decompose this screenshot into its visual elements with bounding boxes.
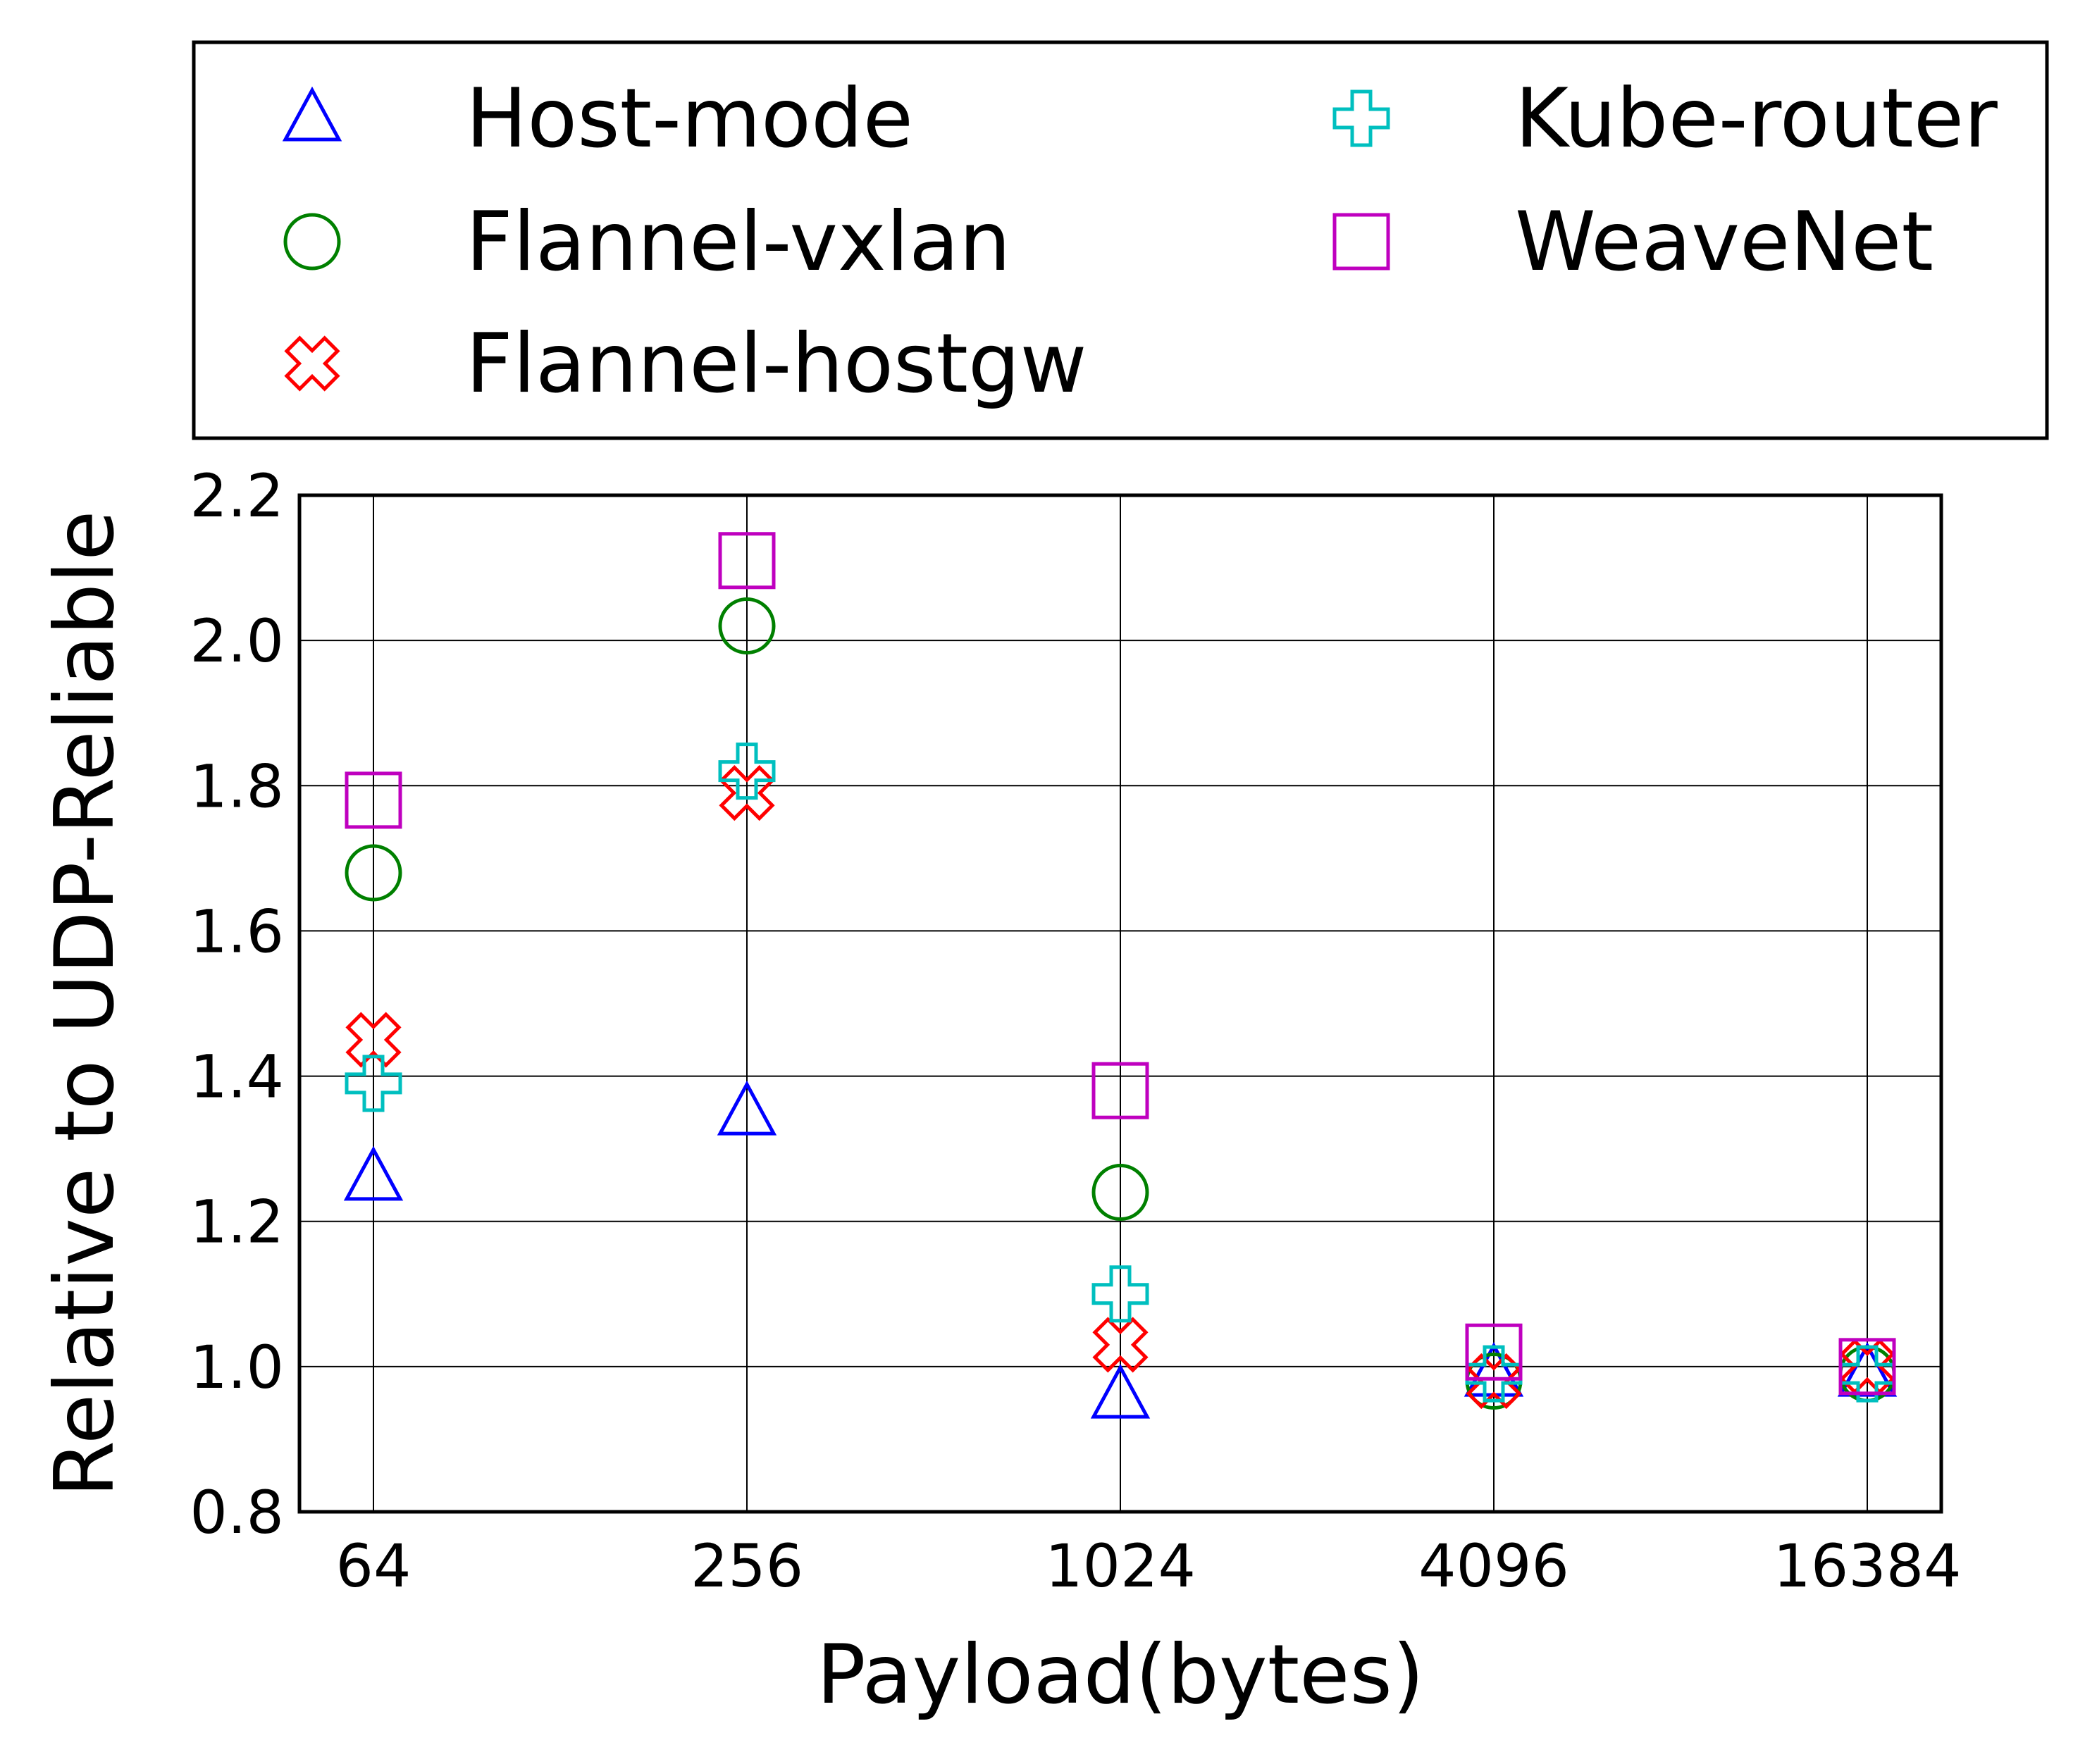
legend-item: Host-mode — [282, 71, 913, 166]
x-tick-label: 4096 — [1418, 1532, 1569, 1601]
legend-label: WeaveNet — [1515, 194, 1934, 290]
legend-marker-host-mode — [282, 86, 342, 142]
legend-label: Flannel-hostgw — [466, 316, 1087, 411]
legend-item: Flannel-vxlan — [283, 194, 1011, 290]
data-point-weavenet — [1465, 1323, 1523, 1381]
legend-item: WeaveNet — [1332, 194, 1934, 290]
legend: Host-mode Flannel-vxlan Flannel-hostgw Kube… — [192, 40, 2049, 440]
data-point-weavenet — [345, 771, 402, 829]
data-point-host-mode — [1090, 1363, 1151, 1419]
y-tick-label: 2.2 — [190, 461, 284, 530]
data-point-flannel-hostgw — [719, 764, 775, 821]
legend-label: Host-mode — [466, 71, 913, 166]
x-tick-label: 1024 — [1045, 1532, 1196, 1601]
data-point-host-mode — [717, 1080, 777, 1136]
plot-frame — [297, 493, 1943, 1514]
legend-marker-flannel-vxlan — [283, 213, 341, 271]
y-tick-label: 1.0 — [190, 1333, 284, 1402]
y-tick-label: 0.8 — [190, 1478, 284, 1547]
data-point-flannel-hostgw — [1092, 1317, 1149, 1373]
data-point-kube-router — [718, 743, 776, 800]
legend-marker-flannel-hostgw — [284, 335, 340, 392]
legend-label: Flannel-vxlan — [466, 194, 1011, 290]
y-tick-label: 1.6 — [190, 897, 284, 966]
data-point-flannel-hostgw — [345, 1012, 402, 1068]
data-point-kube-router — [345, 1055, 402, 1112]
x-tick-label: 16384 — [1773, 1532, 1961, 1601]
x-tick-label: 64 — [336, 1532, 412, 1601]
data-point-flannel-vxlan — [345, 844, 402, 902]
x-tick-label: 256 — [691, 1532, 803, 1601]
y-tick-label: 1.2 — [190, 1188, 284, 1257]
y-axis-title: Relative to UDP-Reliable — [37, 510, 132, 1497]
data-point-weavenet — [1838, 1338, 1896, 1396]
plot-area — [297, 493, 1943, 1514]
data-point-weavenet — [1091, 1062, 1149, 1119]
legend-marker-kube-router — [1332, 89, 1390, 147]
x-axis-title: Payload(bytes) — [817, 1627, 1424, 1722]
x-axis-ticks: 64 256 1024 4096 16384 — [336, 1532, 1962, 1601]
data-point-weavenet — [718, 532, 776, 590]
data-point-host-mode — [343, 1145, 404, 1201]
data-point-flannel-vxlan — [1091, 1163, 1149, 1221]
legend-frame — [192, 40, 2049, 440]
legend-item: Kube-router — [1332, 71, 1998, 166]
y-tick-label: 1.8 — [190, 752, 284, 821]
data-point-flannel-hostgw — [1466, 1353, 1522, 1410]
data-point-flannel-vxlan — [718, 597, 776, 655]
legend-item: Flannel-hostgw — [284, 316, 1087, 411]
legend-marker-weavenet — [1332, 213, 1390, 271]
data-markers — [343, 532, 1898, 1419]
y-axis-ticks: 0.8 1.0 1.2 1.4 1.6 1.8 2.0 2.2 — [190, 461, 284, 1547]
data-point-kube-router — [1091, 1265, 1149, 1323]
y-tick-label: 1.4 — [190, 1043, 284, 1112]
legend-label: Kube-router — [1515, 71, 1998, 166]
y-tick-label: 2.0 — [190, 607, 284, 676]
